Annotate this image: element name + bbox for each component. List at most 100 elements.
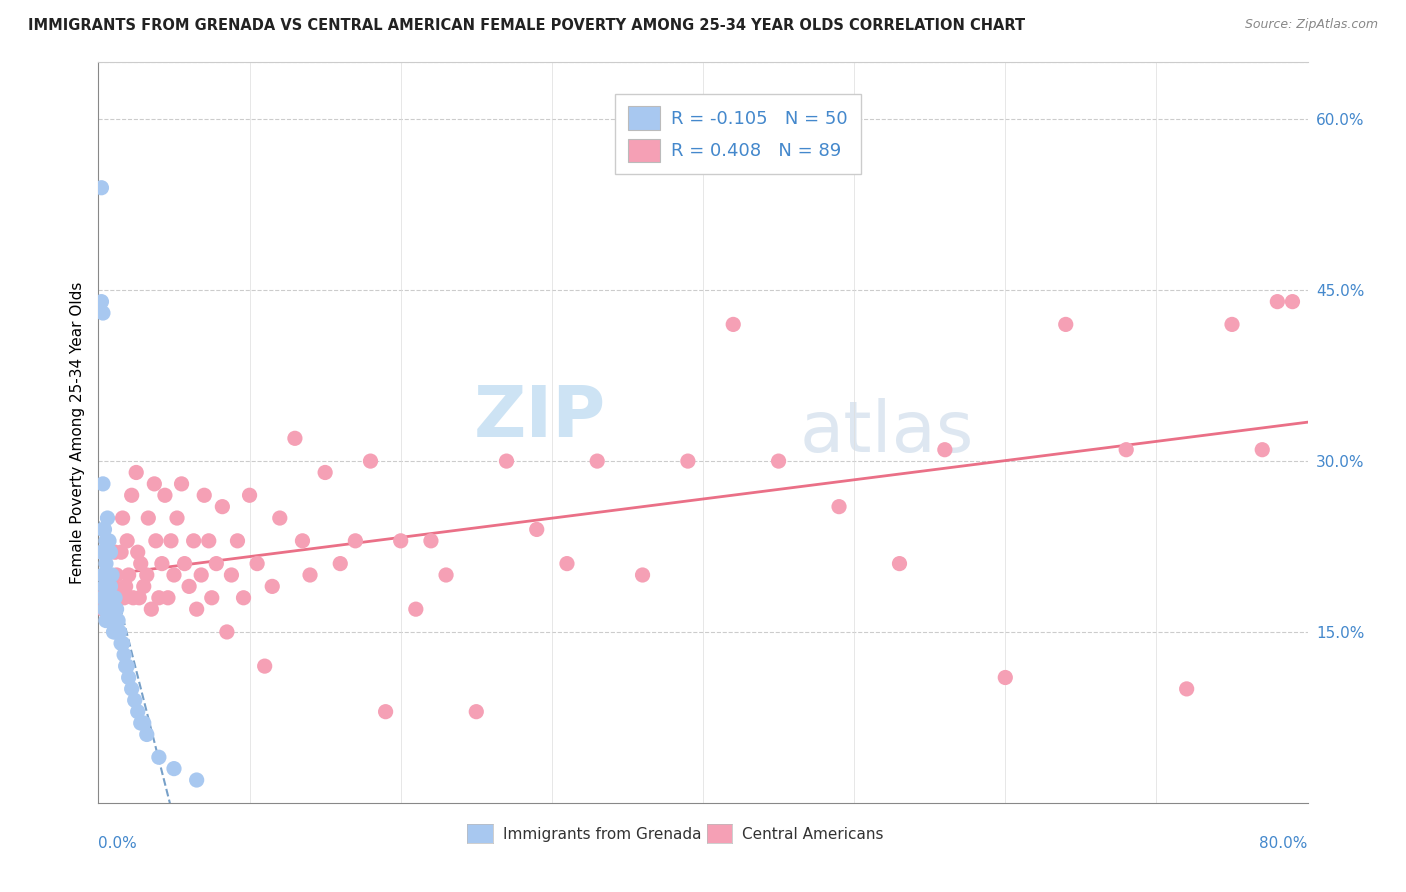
Point [723, 318, 745, 332]
Text: atlas: atlas [800, 398, 974, 467]
Point [121, 681, 143, 696]
Point [94, 533, 117, 548]
Point [125, 466, 148, 480]
Point [232, 591, 254, 605]
Point [239, 488, 262, 502]
Text: Central Americans: Central Americans [742, 827, 883, 841]
Point [434, 568, 457, 582]
Point [526, 523, 548, 537]
Text: Immigrants from Grenada: Immigrants from Grenada [503, 827, 702, 841]
Point [1115, 442, 1137, 457]
Point [145, 533, 167, 548]
Point [156, 591, 179, 605]
Point [98, 533, 121, 548]
Point [94, 579, 117, 593]
Point [105, 568, 128, 582]
Point [262, 579, 284, 593]
Point [94, 557, 117, 571]
Point [98, 602, 121, 616]
Point [1251, 442, 1274, 457]
Point [221, 568, 243, 582]
Point [101, 568, 124, 582]
Point [205, 557, 228, 571]
Point [360, 454, 382, 468]
Point [111, 636, 134, 650]
Point [91, 591, 114, 605]
Point [90, 180, 112, 194]
Point [211, 500, 233, 514]
Point [934, 442, 956, 457]
Point [374, 705, 396, 719]
Text: Source: ZipAtlas.com: Source: ZipAtlas.com [1244, 18, 1378, 31]
Point [103, 579, 125, 593]
Point [284, 431, 307, 445]
Point [122, 591, 145, 605]
Point [103, 591, 125, 605]
Point [96, 545, 118, 559]
Point [100, 579, 122, 593]
Point [101, 614, 124, 628]
Point [1220, 318, 1243, 332]
Point [166, 511, 188, 525]
Point [93, 602, 115, 616]
Point [1054, 318, 1077, 332]
Point [132, 579, 155, 593]
Y-axis label: Female Poverty Among 25-34 Year Olds: Female Poverty Among 25-34 Year Olds [69, 282, 84, 583]
Point [994, 671, 1017, 685]
Point [90, 545, 112, 559]
Point [143, 476, 166, 491]
Point [124, 693, 146, 707]
Point [90, 294, 112, 309]
Text: 80.0%: 80.0% [1260, 836, 1308, 851]
Point [246, 557, 269, 571]
Point [135, 568, 157, 582]
Point [299, 568, 322, 582]
Point [91, 523, 114, 537]
Point [495, 454, 517, 468]
Point [115, 659, 138, 673]
Text: 0.0%: 0.0% [98, 836, 138, 851]
Point [93, 602, 115, 616]
Point [107, 614, 129, 628]
Point [170, 476, 193, 491]
Point [112, 648, 135, 662]
Point [90, 591, 112, 605]
Point [179, 579, 201, 593]
Point [1267, 294, 1289, 309]
Point [136, 511, 159, 525]
Point [129, 557, 152, 571]
Point [108, 624, 131, 639]
Point [118, 671, 141, 685]
Point [111, 511, 134, 525]
Point [186, 602, 208, 616]
Point [104, 545, 127, 559]
Point [101, 602, 124, 616]
Point [253, 659, 276, 673]
Point [104, 591, 127, 605]
Point [135, 727, 157, 741]
Point [160, 533, 183, 548]
Point [148, 591, 170, 605]
Point [91, 306, 114, 320]
Point [115, 533, 138, 548]
Point [94, 579, 117, 593]
Point [183, 533, 205, 548]
Point [1281, 294, 1303, 309]
Point [127, 705, 149, 719]
Point [107, 591, 129, 605]
Point [110, 636, 132, 650]
Point [121, 488, 143, 502]
Point [186, 772, 208, 787]
Point [100, 545, 122, 559]
Point [329, 557, 352, 571]
Point [215, 624, 238, 639]
Point [96, 511, 118, 525]
Text: ZIP: ZIP [474, 384, 606, 452]
Point [150, 557, 173, 571]
Point [132, 716, 155, 731]
Point [201, 591, 224, 605]
Point [93, 545, 115, 559]
Point [555, 557, 578, 571]
Point [100, 614, 122, 628]
Point [465, 705, 488, 719]
